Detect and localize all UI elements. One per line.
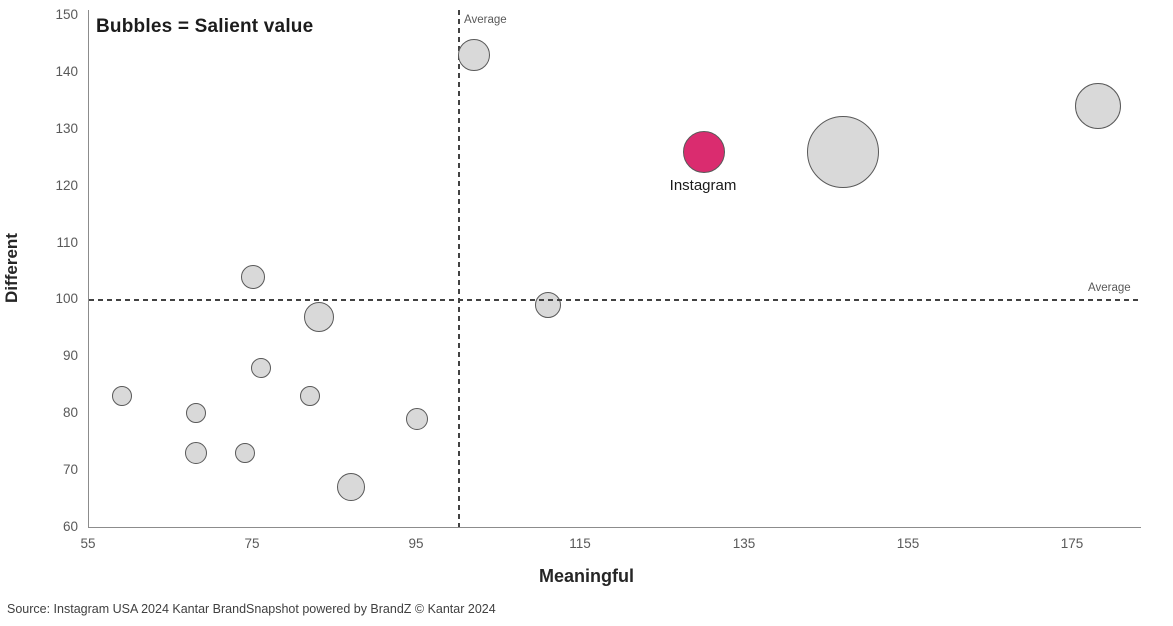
x-tick-label: 175 (1060, 536, 1084, 551)
y-tick-label: 80 (62, 405, 78, 421)
bubble (535, 292, 562, 319)
bubble (251, 357, 272, 378)
average-x-line (458, 10, 460, 527)
average-y-label: Average (1088, 282, 1131, 295)
y-tick-label: 60 (62, 519, 78, 534)
x-tick-label: 75 (244, 536, 260, 551)
bubble (184, 442, 207, 465)
x-axis-label: Meaningful (539, 566, 634, 586)
bubble (300, 386, 321, 407)
bubble (458, 38, 491, 71)
y-tick-label: 150 (55, 7, 78, 22)
chart-title: Bubbles = Salient value (96, 16, 314, 37)
bubble (185, 403, 206, 424)
bubble (807, 115, 880, 188)
bubble (303, 301, 334, 332)
source-note: Source: Instagram USA 2024 Kantar BrandS… (7, 602, 496, 616)
average-x-label: Average (464, 14, 507, 26)
bubble-label-instagram: Instagram (669, 176, 737, 194)
y-axis-label: Different (2, 233, 21, 303)
x-tick-label: 155 (896, 536, 920, 551)
x-tick-label: 95 (408, 536, 424, 551)
bubble (337, 473, 366, 502)
y-tick-label: 130 (55, 120, 78, 136)
x-tick-label: 115 (569, 536, 591, 551)
bubble (241, 264, 265, 289)
y-tick-label: 120 (55, 177, 78, 193)
bubble (234, 443, 255, 464)
plot-area (88, 10, 1141, 528)
average-y-line (89, 299, 1141, 302)
y-tick-label: 70 (62, 462, 78, 478)
bubble (111, 386, 132, 407)
x-tick-label: 135 (732, 536, 756, 551)
y-tick-label: 110 (56, 234, 78, 250)
bubble-instagram (683, 130, 725, 173)
y-tick-label: 140 (55, 63, 78, 79)
y-tick-label: 100 (55, 291, 78, 307)
bubble (406, 407, 428, 430)
y-tick-label: 90 (62, 348, 78, 364)
x-tick-label: 55 (80, 536, 96, 551)
bubble (1074, 83, 1121, 130)
